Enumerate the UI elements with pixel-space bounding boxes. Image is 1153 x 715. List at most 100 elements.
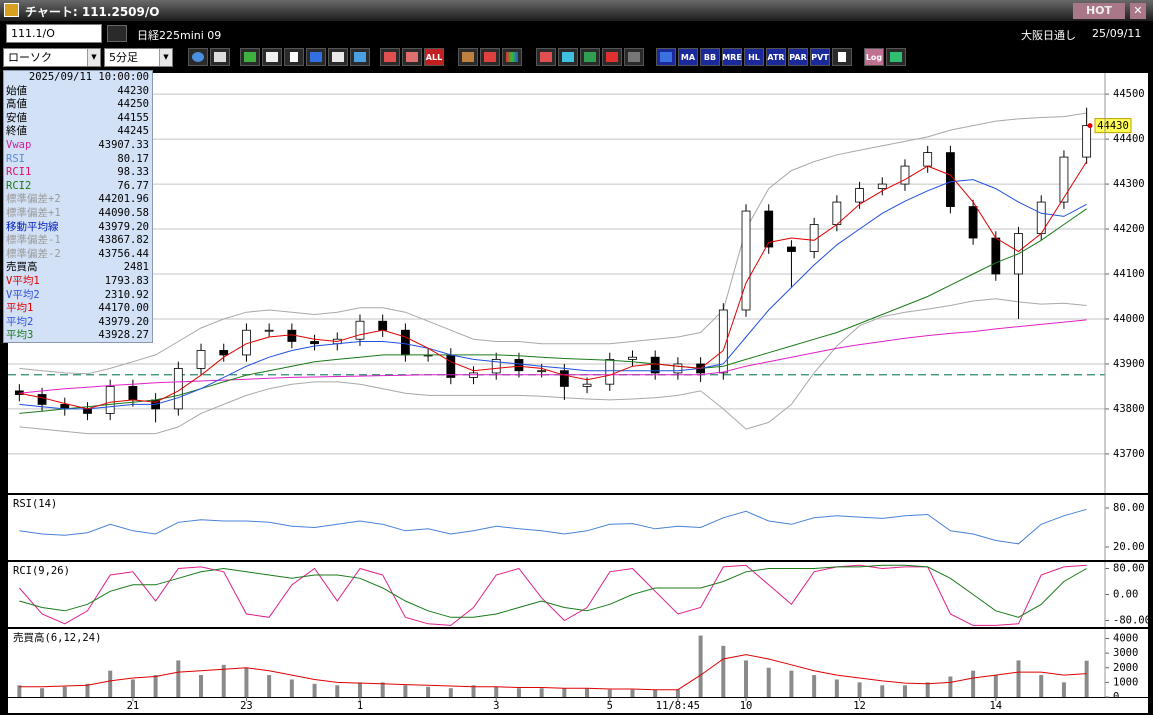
candle-body (514, 359, 524, 372)
volume-bar (85, 683, 90, 697)
info-value: 44155 (117, 111, 149, 124)
info-label: RCI2 (6, 179, 32, 192)
panel-title: 売買高(6,12,24) (13, 631, 101, 644)
tool-button[interactable] (602, 48, 622, 66)
volume-bar (562, 688, 567, 697)
tool-button[interactable] (380, 48, 400, 66)
y-tick-label: -80.00 (1113, 615, 1151, 627)
info-row: 売買高 2481 (4, 261, 152, 275)
tool-button[interactable]: Log (864, 48, 884, 66)
tool-button[interactable]: BB (700, 48, 720, 66)
tool-button[interactable]: ALL (424, 48, 444, 66)
info-label: 標準偏差+1 (6, 206, 61, 219)
tool-button[interactable] (284, 48, 304, 66)
info-label: 高値 (6, 98, 27, 111)
tool-button[interactable] (558, 48, 578, 66)
volume-bar (40, 688, 45, 697)
volume-bar (675, 689, 680, 697)
candle-body (582, 383, 592, 387)
x-tick-label: 21 (127, 700, 140, 712)
tool-button[interactable] (328, 48, 348, 66)
tool-button[interactable] (210, 48, 230, 66)
candle-body (855, 188, 864, 203)
x-tick-label: 23 (240, 700, 253, 712)
tool-button[interactable] (536, 48, 556, 66)
chart-style: ローソク (8, 51, 52, 64)
panel-title: RCI(9,26) (13, 565, 70, 577)
info-value: 43756.44 (98, 247, 149, 260)
chart-style-select[interactable]: ローソク ▼ (3, 48, 101, 67)
x-tick-label: 12 (853, 700, 866, 712)
info-row: 標準偏差+1 44090.58 (4, 207, 152, 221)
tool-button[interactable]: PAR (788, 48, 808, 66)
tool-button[interactable] (350, 48, 370, 66)
tool-button[interactable] (480, 48, 500, 66)
volume-bar (380, 682, 385, 697)
tool-button[interactable] (832, 48, 852, 66)
symbol-input[interactable]: 111.1/O (6, 24, 102, 43)
volume-bar (108, 670, 113, 697)
tool-button[interactable] (886, 48, 906, 66)
symbol-bar: 111.1/O 日経225mini 09 大阪日通し 25/09/11 (0, 22, 1153, 44)
moving-average-line (19, 179, 1087, 410)
candle-body (991, 237, 1001, 275)
tool-button[interactable] (188, 48, 208, 66)
y-tick-label: 43800 (1113, 403, 1145, 415)
volume-bar (494, 686, 499, 697)
candle-body (1059, 156, 1069, 203)
interval-select[interactable]: 5分足 ▼ (104, 48, 173, 67)
info-label: 安値 (6, 111, 27, 124)
info-row: RSI 80.17 (4, 153, 152, 167)
info-label: V平均2 (6, 288, 40, 301)
tool-button[interactable]: PVT (810, 48, 830, 66)
candle-body (900, 165, 910, 185)
volume-bar (176, 660, 181, 697)
info-label: 標準偏差-2 (6, 247, 61, 260)
tool-button[interactable] (458, 48, 478, 66)
volume-bar (267, 675, 272, 697)
tool-button[interactable]: MA (678, 48, 698, 66)
volume-bar (721, 645, 726, 697)
volume-bar (17, 685, 22, 697)
candle-body (877, 183, 887, 189)
info-row: 安値 44155 (4, 112, 152, 126)
x-tick-label: 3 (493, 700, 499, 712)
y-tick-label: 44200 (1113, 223, 1145, 235)
volume-bar (1084, 660, 1089, 697)
candle-body (378, 320, 388, 331)
tool-button[interactable] (580, 48, 600, 66)
info-label: 標準偏差-1 (6, 234, 61, 247)
volume-bar (653, 689, 658, 697)
tool-button[interactable] (502, 48, 522, 66)
panel (8, 495, 1148, 560)
tool-button[interactable] (624, 48, 644, 66)
tool-button[interactable] (240, 48, 260, 66)
info-value: 43979.20 (98, 315, 149, 328)
info-value: 44201.96 (98, 193, 149, 206)
tool-button[interactable] (262, 48, 282, 66)
volume-bar (630, 689, 635, 697)
info-label: 始値 (6, 84, 27, 97)
candle-body (264, 329, 274, 332)
candle-body (83, 408, 92, 414)
volume-bar (199, 675, 204, 697)
close-button[interactable]: ✕ (1130, 3, 1146, 19)
candle-body (832, 201, 842, 225)
tool-button[interactable] (656, 48, 676, 66)
dropdown-arrow: ▼ (87, 49, 100, 66)
info-value: 43907.33 (98, 138, 149, 151)
hot-button[interactable]: HOT (1073, 3, 1125, 19)
tool-button[interactable]: MRE (722, 48, 742, 66)
y-tick-label: 0 (1113, 691, 1119, 703)
x-tick-label: 5 (607, 700, 613, 712)
candle-body (537, 370, 547, 373)
tool-button[interactable]: HL (744, 48, 764, 66)
tool-button[interactable] (306, 48, 326, 66)
volume-bar (834, 679, 839, 697)
symbol-button[interactable] (107, 25, 127, 42)
window-title: チャート: 111.2509/O (25, 5, 160, 19)
volume-bar (971, 670, 976, 697)
tool-button[interactable] (402, 48, 422, 66)
panel (8, 562, 1148, 627)
tool-button[interactable]: ATR (766, 48, 786, 66)
